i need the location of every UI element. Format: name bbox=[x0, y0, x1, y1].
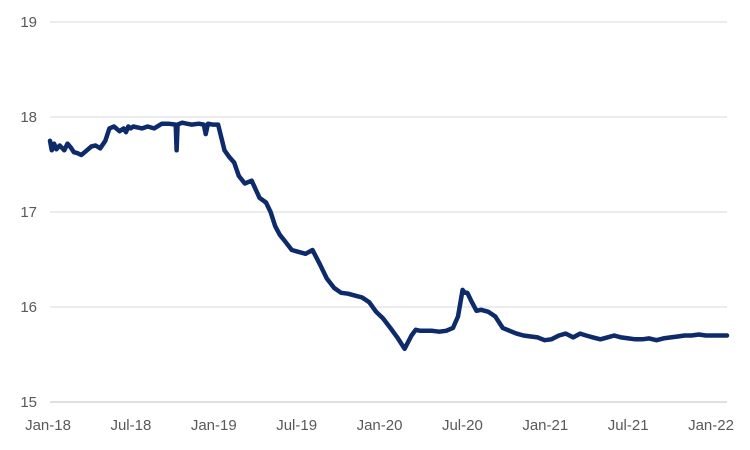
y-tick-label: 17 bbox=[20, 204, 37, 221]
y-axis-labels: 15 16 17 18 19 bbox=[20, 14, 37, 411]
y-tick-label: 15 bbox=[20, 394, 37, 411]
x-tick-label: Jul-19 bbox=[276, 417, 317, 434]
gridlines bbox=[50, 21, 727, 403]
series-line bbox=[47, 120, 730, 352]
x-tick-label: Jul-18 bbox=[110, 417, 151, 434]
x-tick-label: Jan-20 bbox=[357, 417, 403, 434]
x-tick-label: Jan-21 bbox=[522, 417, 568, 434]
x-tick-label: Jul-20 bbox=[442, 417, 483, 434]
x-tick-label: Jul-21 bbox=[608, 417, 649, 434]
y-tick-label: 19 bbox=[20, 14, 37, 31]
x-tick-label: Jan-22 bbox=[688, 417, 734, 434]
x-tick-label: Jan-18 bbox=[25, 417, 71, 434]
x-tick-label: Jan-19 bbox=[191, 417, 237, 434]
x-axis-labels: Jan-18 Jul-18 Jan-19 Jul-19 Jan-20 Jul-20 Jan-… bbox=[25, 417, 734, 434]
y-tick-label: 16 bbox=[20, 299, 37, 316]
y-tick-label: 18 bbox=[20, 109, 37, 126]
